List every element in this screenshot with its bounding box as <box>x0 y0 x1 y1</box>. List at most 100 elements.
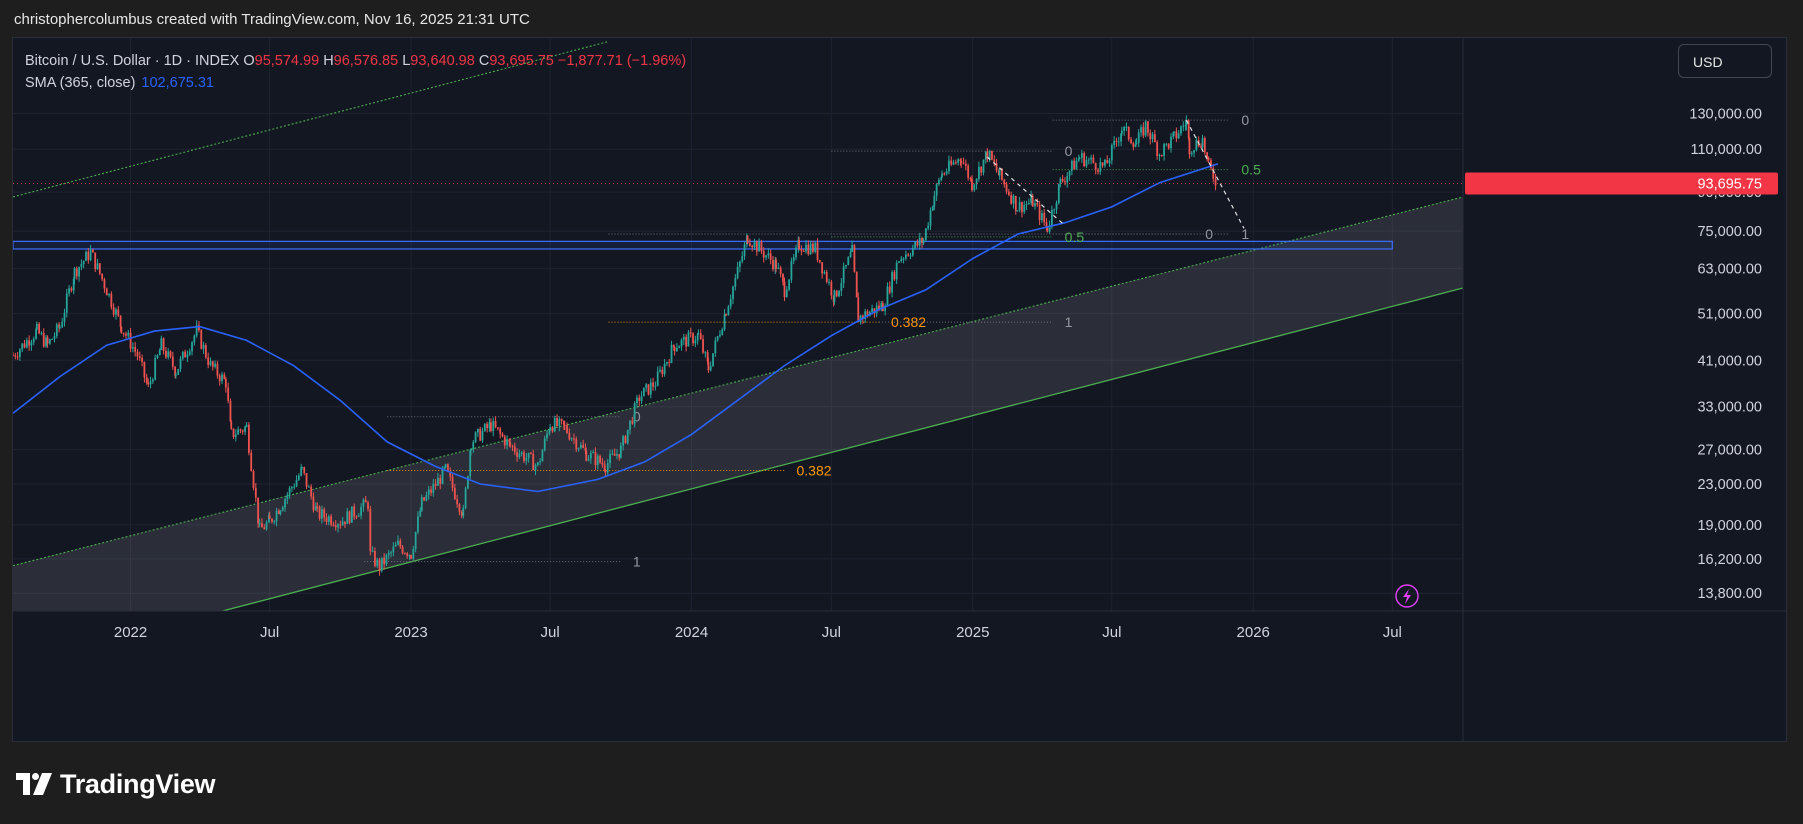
candle-body <box>73 268 76 279</box>
candle-body <box>376 559 379 566</box>
candle-body <box>895 262 898 280</box>
candle-body <box>833 290 836 302</box>
candle-body <box>273 521 276 523</box>
candle-body <box>444 464 447 468</box>
candle-body <box>325 517 328 522</box>
candle-body <box>818 259 821 263</box>
candle-body <box>573 438 575 440</box>
candle-body <box>753 241 756 248</box>
candle-body <box>1135 142 1138 145</box>
candle-body <box>171 356 174 367</box>
candle-body <box>589 452 592 459</box>
candle-body <box>633 403 636 424</box>
candle-body <box>286 494 289 500</box>
candle-body <box>656 371 659 386</box>
candle-body <box>108 293 110 296</box>
candle-body <box>509 442 512 446</box>
candle-body <box>907 254 910 256</box>
candle-body <box>337 524 339 528</box>
candle-body <box>248 424 250 453</box>
candle-body <box>1147 121 1149 133</box>
candle-body <box>893 272 896 280</box>
candle-body <box>548 430 551 434</box>
candle-body <box>652 382 654 387</box>
candle-body <box>1172 132 1175 137</box>
candle-body <box>156 355 159 359</box>
x-tick-label: Jul <box>260 624 279 641</box>
candle-body <box>828 281 830 283</box>
candle-body <box>513 446 516 453</box>
candle-body <box>1190 152 1193 155</box>
candle-body <box>58 327 61 329</box>
candle-body <box>1030 195 1033 203</box>
candle-body <box>1003 179 1006 185</box>
candle-body <box>707 361 710 371</box>
candle-body <box>782 274 784 282</box>
candle-body <box>214 363 216 367</box>
y-tick-label: 63,000.00 <box>1697 261 1762 277</box>
candle-body <box>207 357 210 365</box>
last-price-tag <box>1465 172 1778 195</box>
candle-body <box>741 256 744 262</box>
candle-body <box>252 471 255 489</box>
candle-body <box>1163 144 1165 156</box>
symbol-title[interactable]: Bitcoin / U.S. Dollar · 1D · INDEX <box>25 53 240 69</box>
candle-body <box>864 311 867 319</box>
candle-body <box>458 504 461 512</box>
candle-body <box>353 506 356 517</box>
candle-body <box>499 428 502 434</box>
chart-pane[interactable]: 0 0.382 1 0 0.382 1 0 0.5 0 0.5 1 130,000.00 110,000… <box>12 37 1787 742</box>
candle-body <box>1087 159 1090 161</box>
candle-body <box>1123 126 1126 131</box>
candle-body <box>790 261 793 280</box>
candle-body <box>835 290 838 297</box>
candle-body <box>847 257 850 265</box>
low-label: L <box>402 53 411 69</box>
candle-body <box>851 245 854 253</box>
candle-body <box>506 439 508 446</box>
candle-body <box>861 315 864 319</box>
candle-body <box>1151 134 1154 140</box>
candle-body <box>1165 143 1168 145</box>
candle-body <box>147 382 150 385</box>
candle-body <box>321 509 323 519</box>
candle-body <box>115 309 117 315</box>
candle-body <box>626 429 629 443</box>
candle-body <box>390 552 392 554</box>
legend-sma-row[interactable]: SMA (365, close) 102,675.31 <box>25 72 686 94</box>
candle-body <box>558 418 561 426</box>
candle-body <box>275 510 278 522</box>
candle-body <box>563 425 566 427</box>
candle-body <box>314 506 317 511</box>
candle-body <box>244 426 246 432</box>
currency-button[interactable]: USD <box>1678 44 1772 78</box>
open-label: O <box>243 53 255 69</box>
candle-body <box>177 369 180 375</box>
candle-body <box>539 461 542 463</box>
candle-body <box>812 243 814 252</box>
sma-label: SMA (365, close) <box>25 75 136 91</box>
x-tick-label: 2025 <box>956 624 989 641</box>
candle-body <box>950 160 953 165</box>
candle-body <box>464 488 467 508</box>
candle-body <box>188 351 191 355</box>
candle-body <box>1001 168 1003 180</box>
candle-body <box>680 339 683 347</box>
candle-body <box>234 434 237 438</box>
candle-body <box>334 525 337 528</box>
channel-mid-line <box>13 196 1463 567</box>
candle-body <box>845 264 847 267</box>
x-tick-label: Jul <box>1383 624 1402 641</box>
candle-body <box>462 507 465 516</box>
candle-body <box>1206 152 1209 158</box>
candle-body <box>840 283 843 291</box>
candle-body <box>293 486 296 488</box>
candle-body <box>697 333 700 335</box>
candle-body <box>449 471 452 477</box>
y-tick-label: 130,000.00 <box>1689 106 1762 122</box>
tradingview-logo-icon <box>16 773 52 795</box>
candle-body <box>1200 146 1202 148</box>
candle-body <box>993 159 996 164</box>
candle-body <box>672 345 675 348</box>
